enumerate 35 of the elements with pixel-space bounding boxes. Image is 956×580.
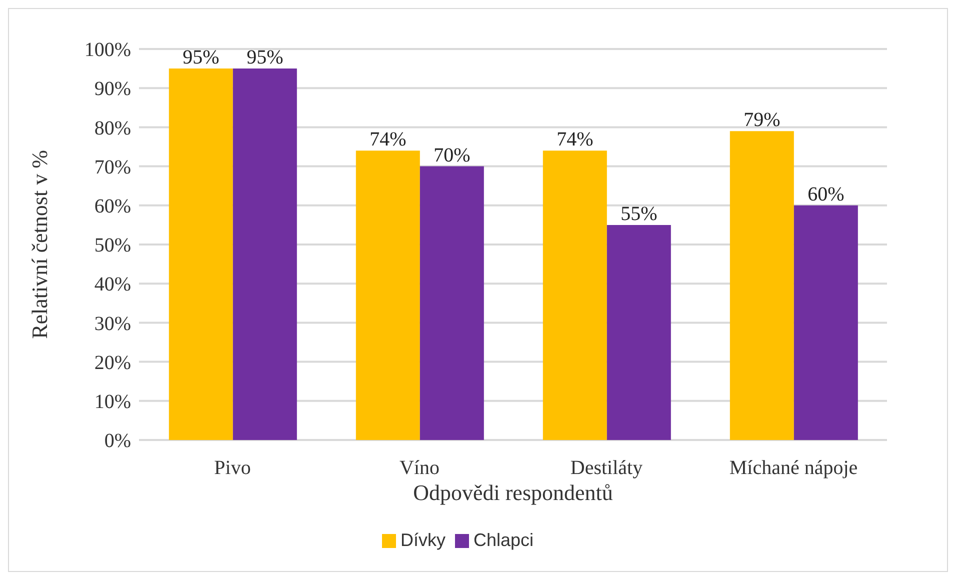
- x-tick-label: Pivo: [214, 457, 251, 480]
- data-label: 55%: [620, 202, 658, 225]
- bar: [606, 224, 671, 440]
- bar: [420, 166, 484, 440]
- bar: [232, 68, 297, 440]
- y-axis-title: Relativní četnost v %: [26, 150, 52, 339]
- data-label: 74%: [370, 128, 406, 151]
- data-label: 95%: [182, 46, 220, 69]
- x-tick-label: Míchané nápoje: [729, 457, 858, 480]
- y-tick-label: 20%: [94, 352, 131, 374]
- y-tick-label: 30%: [94, 312, 131, 335]
- x-tick-label: Destiláty: [570, 457, 643, 480]
- data-label: 79%: [744, 109, 780, 132]
- bar: [794, 205, 858, 440]
- data-label: 95%: [246, 46, 284, 69]
- x-axis-title: Odpovědi respondentů: [413, 480, 613, 505]
- y-tick-label: 40%: [94, 274, 131, 296]
- x-tick-label: Víno: [400, 457, 440, 480]
- data-label: 60%: [808, 183, 844, 206]
- y-tick-label: 60%: [94, 196, 131, 218]
- y-tick-label: 70%: [94, 156, 131, 178]
- data-label: 70%: [434, 144, 470, 166]
- y-tick-label: 90%: [94, 78, 131, 100]
- y-tick-label: 0%: [104, 430, 131, 452]
- y-tick-label: 80%: [94, 117, 131, 140]
- legend-label: Dívky: [400, 530, 446, 550]
- y-tick-label: 10%: [94, 391, 131, 413]
- bar: [168, 68, 233, 440]
- bar: [542, 150, 607, 440]
- bar: [730, 131, 794, 440]
- y-tick-label: 50%: [94, 234, 131, 257]
- data-label: 74%: [556, 128, 594, 151]
- bar: [356, 150, 420, 440]
- y-tick-label: 100%: [84, 39, 131, 62]
- legend-label: Chlapci: [473, 530, 534, 550]
